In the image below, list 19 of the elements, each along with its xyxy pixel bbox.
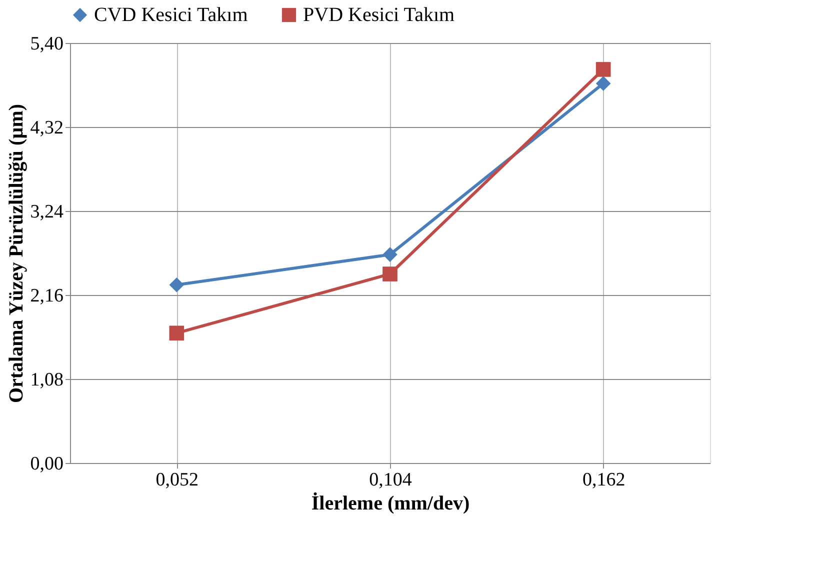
point <box>169 277 184 292</box>
y-tick-label: 4,32 <box>30 118 64 138</box>
point <box>596 76 611 91</box>
x-tick-label: 0,162 <box>582 470 626 490</box>
x-tick-label: 0,104 <box>369 470 412 490</box>
point <box>382 247 398 262</box>
y-tick-label: 0,00 <box>30 454 64 474</box>
legend-label: PVD Kesici Takım <box>303 4 455 26</box>
point <box>382 266 398 282</box>
x-tick-label: 0,052 <box>156 470 199 490</box>
y-axis-title: Ortalama Yüzey Pürüzlülüğü (µm) <box>5 104 28 404</box>
x-axis-title: İlerleme (mm/dev) <box>311 492 470 514</box>
y-tick-label: 5,40 <box>30 34 64 54</box>
y-tick-label: 2,16 <box>30 286 64 306</box>
y-tick-label: 1,08 <box>30 370 64 390</box>
y-tick-label: 3,24 <box>30 202 64 222</box>
legend-label: CVD Kesici Takım <box>94 4 248 26</box>
point <box>596 62 611 77</box>
point <box>169 326 184 341</box>
